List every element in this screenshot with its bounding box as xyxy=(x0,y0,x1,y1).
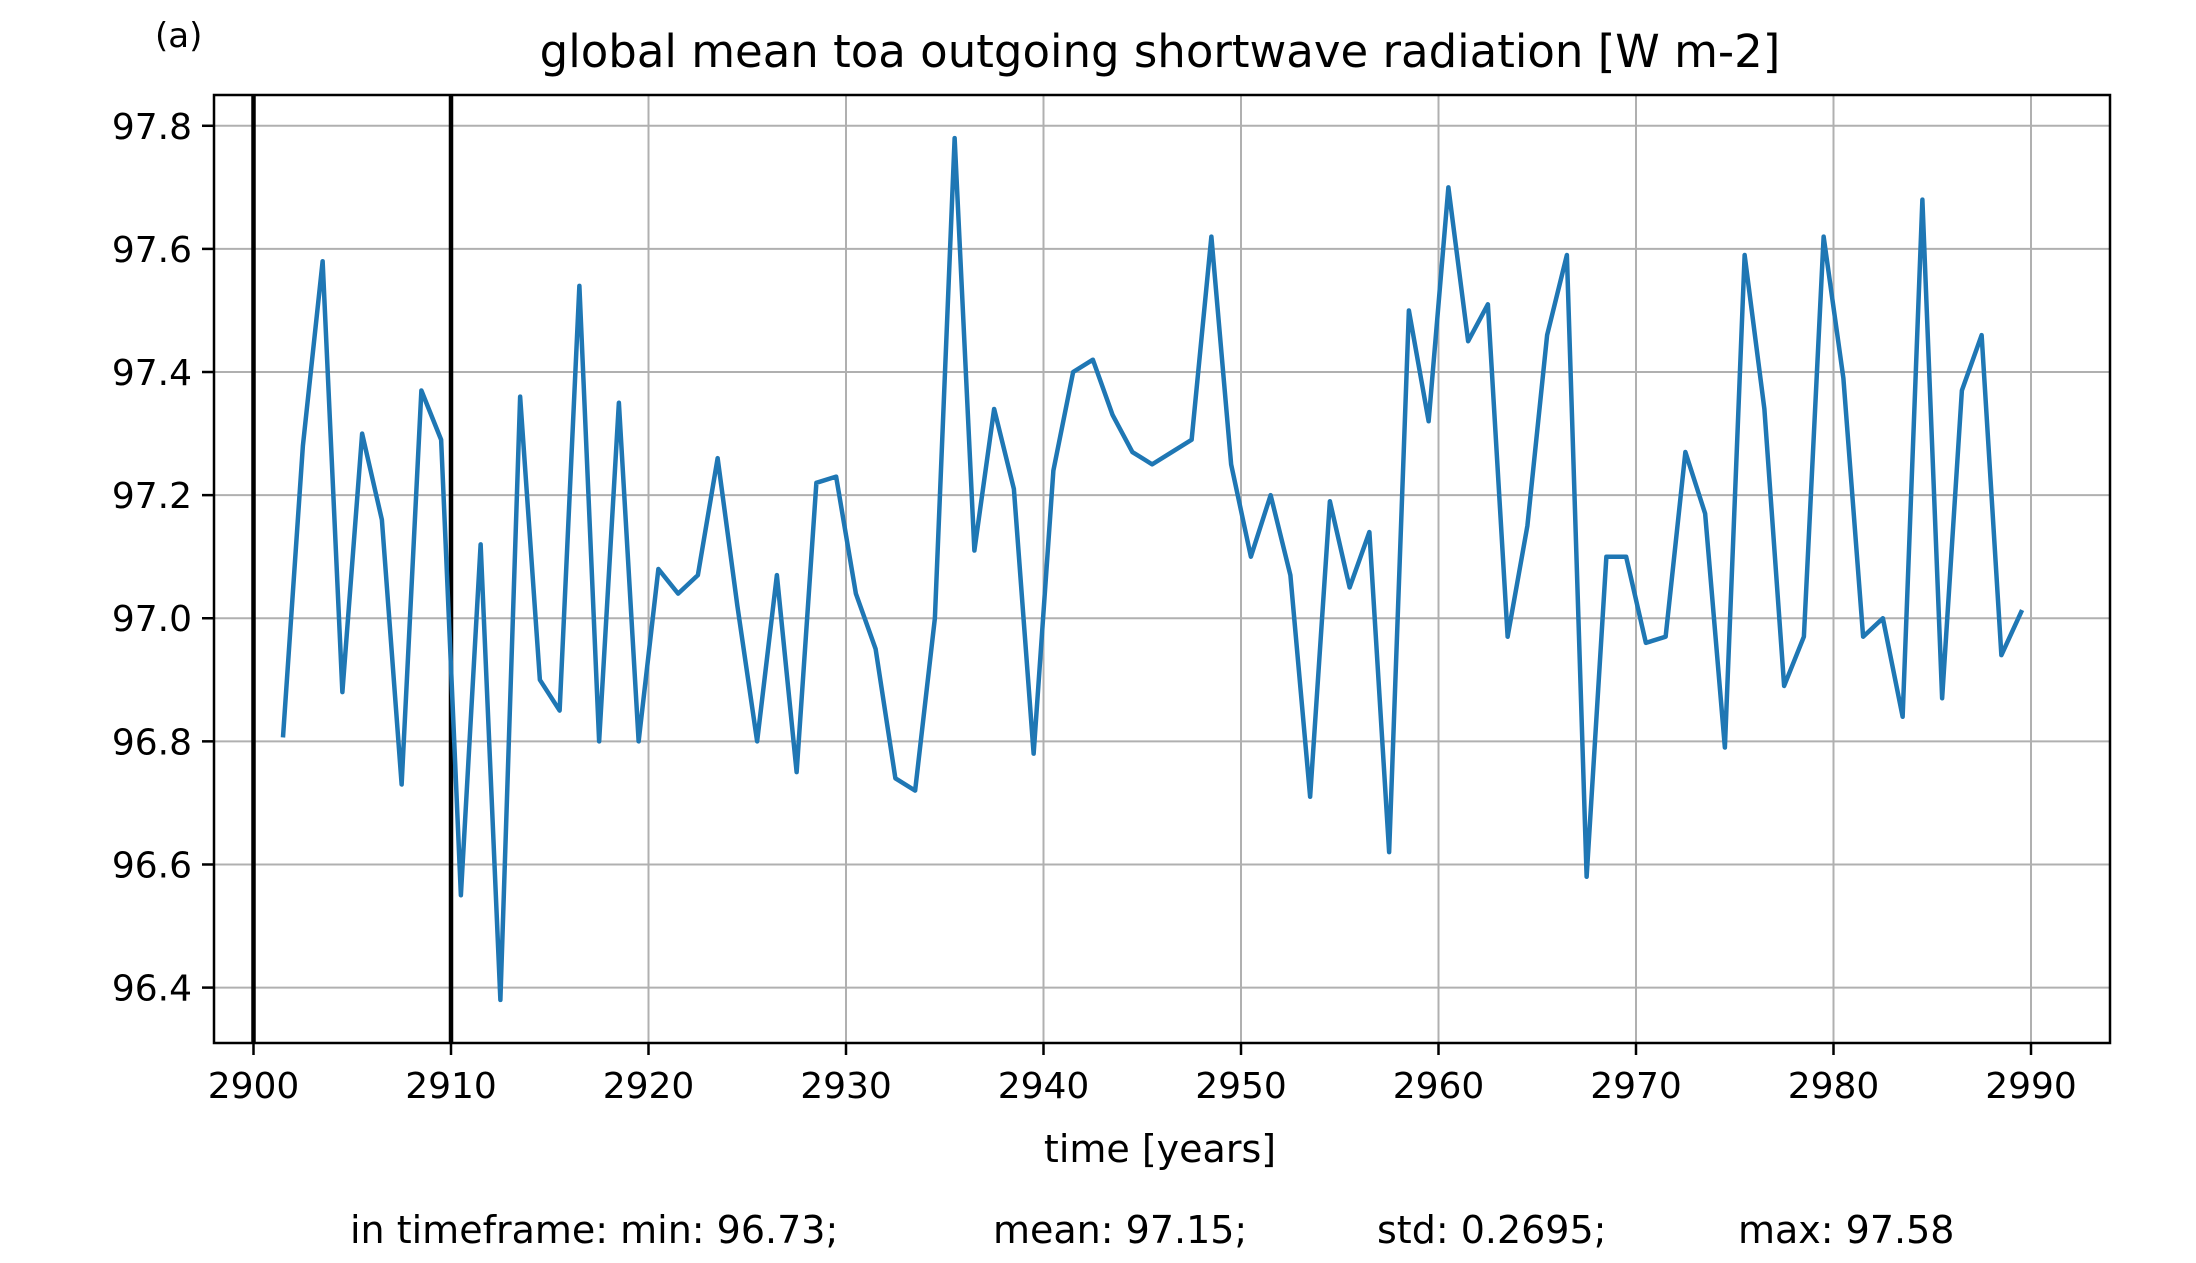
chart-title: global mean toa outgoing shortwave radia… xyxy=(540,25,1781,78)
x-tick-label: 2900 xyxy=(208,1066,300,1107)
x-tick-label: 2920 xyxy=(603,1066,695,1107)
stats-std: std: 0.2695; xyxy=(1377,1208,1606,1252)
x-tick-label: 2970 xyxy=(1590,1066,1682,1107)
y-tick-label: 96.4 xyxy=(112,969,192,1010)
y-tick-label: 97.0 xyxy=(112,599,192,640)
y-tick-label: 96.6 xyxy=(112,845,192,886)
series-line xyxy=(280,135,2025,1003)
reference-lines xyxy=(251,95,454,1043)
stats-max: max: 97.58 xyxy=(1738,1208,1954,1252)
x-axis-label: time [years] xyxy=(1044,1127,1276,1171)
panel-label: (a) xyxy=(155,16,202,56)
stats-mean: mean: 97.15; xyxy=(993,1208,1247,1252)
stats-min: in timeframe: min: 96.73; xyxy=(350,1208,838,1252)
y-tick-label: 97.8 xyxy=(112,107,192,148)
y-tick-label: 97.4 xyxy=(112,353,192,394)
x-tick-label: 2940 xyxy=(998,1066,1090,1107)
x-tick-label: 2960 xyxy=(1393,1066,1485,1107)
y-tick-label: 97.6 xyxy=(112,230,192,271)
axis-ticks: 2900 2910 2920 2930 2940 2950 2960 2970 2980 2990… xyxy=(112,107,2077,1107)
x-tick-label: 2980 xyxy=(1788,1066,1880,1107)
y-tick-label: 97.2 xyxy=(112,476,192,517)
x-tick-label: 2930 xyxy=(800,1066,892,1107)
grid-lines xyxy=(214,95,2110,1043)
x-tick-label: 2990 xyxy=(1985,1066,2077,1107)
y-tick-label: 96.8 xyxy=(112,722,192,763)
x-tick-label: 2950 xyxy=(1195,1066,1287,1107)
x-tick-label: 2910 xyxy=(405,1066,497,1107)
plot-frame xyxy=(212,93,2112,1045)
